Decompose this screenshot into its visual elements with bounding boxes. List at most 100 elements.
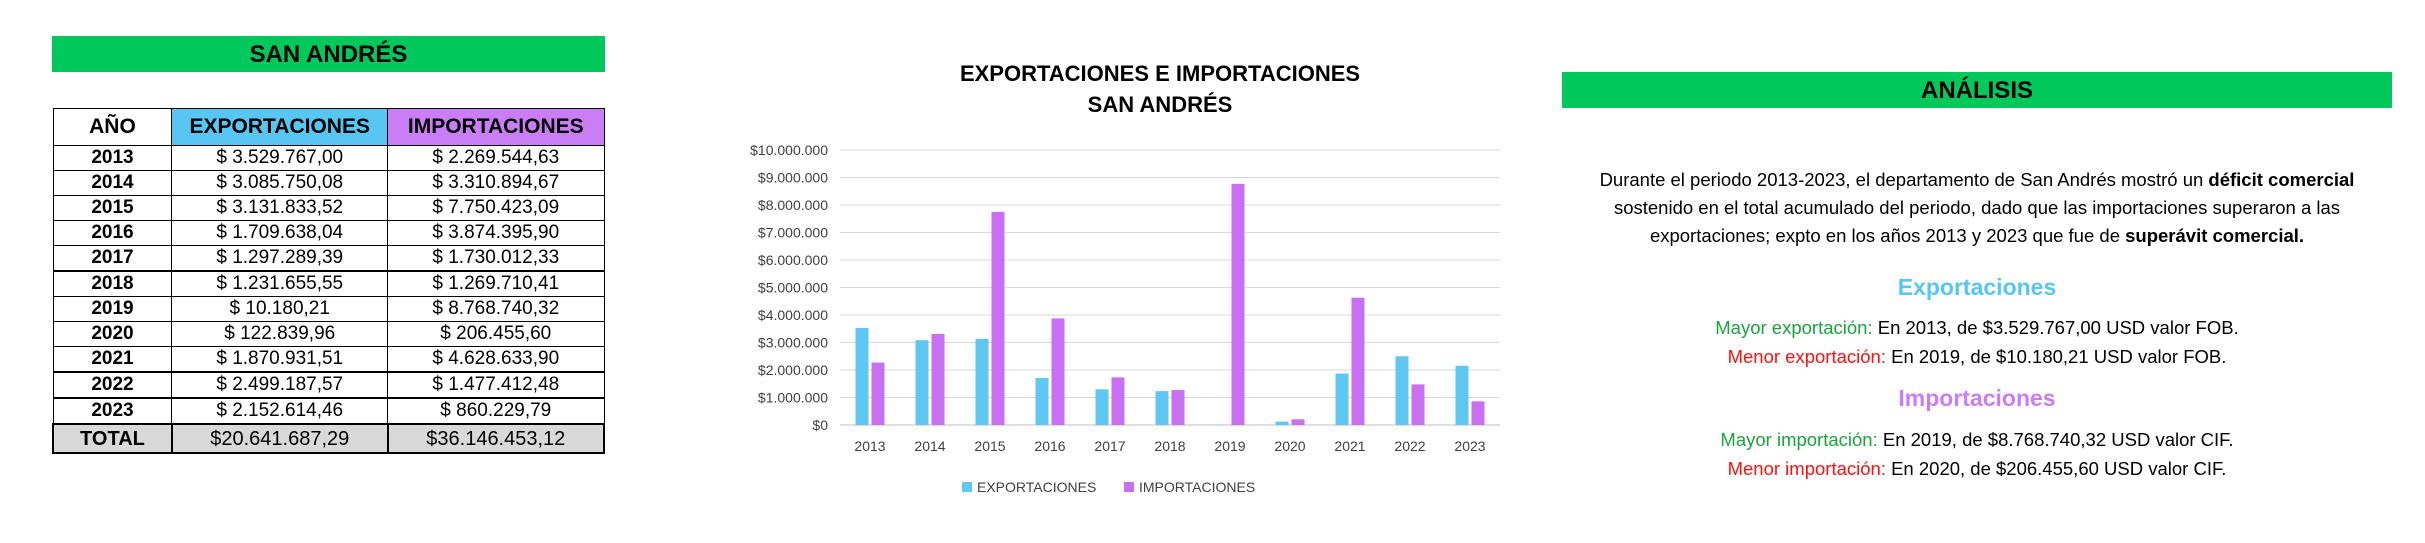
imports-min-text: En 2020, de $206.455,60 USD valor CIF. (1885, 458, 2227, 479)
table-row: 2020 $ 122.839,96 $ 206.455,60 (52, 321, 605, 347)
bar-exportaciones (1335, 373, 1349, 425)
x-tick-label: 2021 (1334, 438, 1365, 454)
year-cell: 2019 (52, 296, 173, 322)
table-row: 2015 $ 3.131.833,52 $ 7.750.423,09 (52, 195, 605, 221)
imports-min-line: Menor importación: En 2020, de $206.455,… (1562, 455, 2392, 483)
exports-cell: $ 2.152.614,46 (171, 397, 389, 425)
year-cell: 2014 (52, 170, 173, 196)
year-cell: 2017 (52, 245, 173, 272)
bar-exportaciones (1155, 391, 1169, 425)
year-cell: 2015 (52, 195, 173, 221)
bar-exportaciones (1035, 377, 1049, 425)
exports-cell: $ 3.085.750,08 (171, 170, 389, 196)
exports-max-line: Mayor exportación: En 2013, de $3.529.76… (1562, 314, 2392, 342)
analysis-text-3: exportaciones; expto en los años 2013 y … (1649, 225, 2126, 246)
bar-importaciones (991, 211, 1005, 425)
exports-cell: $ 2.499.187,57 (171, 371, 389, 399)
x-tick-label: 2020 (1274, 438, 1305, 454)
table-row: 2017 $ 1.297.289,39 $ 1.730.012,33 (52, 245, 605, 272)
year-cell: 2022 (52, 371, 173, 399)
imports-cell: $ 1.730.012,33 (387, 245, 605, 272)
exports-cell: $ 1.870.931,51 (171, 346, 389, 373)
analysis-bold-surplus: superávit comercial. (2125, 225, 2305, 246)
year-cell: 2021 (52, 346, 173, 373)
header-year: AÑO (52, 108, 173, 146)
bar-importaciones (1471, 401, 1485, 425)
imports-cell: $ 206.455,60 (387, 321, 605, 347)
bar-importaciones (1231, 183, 1245, 425)
year-cell: 2016 (52, 220, 173, 246)
trade-bar-chart: EXPORTACIONES E IMPORTACIONES SAN ANDRÉS $… (750, 61, 1500, 495)
imports-max-line: Mayor importación: En 2019, de $8.768.74… (1562, 426, 2392, 454)
imports-cell: $ 860.229,79 (387, 397, 605, 425)
exports-cell: $ 1.231.655,55 (171, 270, 389, 297)
bar-importaciones (1291, 419, 1305, 425)
imports-min-label: Menor importación: (1727, 458, 1886, 479)
table-row: 2019 $ 10.180,21 $ 8.768.740,32 (52, 296, 605, 322)
exports-max-label: Mayor exportación: (1715, 317, 1873, 338)
total-exports: $20.641.687,29 (170, 423, 389, 454)
x-tick-label: 2013 (854, 438, 885, 454)
bar-exportaciones (1095, 389, 1109, 425)
imports-max-label: Mayor importación: (1720, 429, 1878, 450)
x-tick-label: 2023 (1454, 438, 1485, 454)
total-imports: $36.146.453,12 (386, 423, 606, 454)
exports-min-text: En 2019, de $10.180,21 USD valor FOB. (1885, 346, 2227, 367)
x-tick-label: 2019 (1214, 438, 1245, 454)
x-tick-label: 2015 (974, 438, 1005, 454)
exports-min-line: Menor exportación: En 2019, de $10.180,2… (1562, 343, 2392, 371)
exports-cell: $ 3.131.833,52 (171, 195, 389, 221)
bar-exportaciones (1275, 421, 1289, 425)
legend-label: EXPORTACIONES (977, 479, 1096, 495)
y-tick-label: $9.000.000 (758, 170, 828, 186)
bar-importaciones (1051, 318, 1065, 425)
trade-table: AÑO EXPORTACIONES IMPORTACIONES 2013 $ 3.… (52, 108, 606, 454)
exports-max-text: En 2013, de $3.529.767,00 USD valor FOB. (1872, 317, 2239, 338)
bar-exportaciones (855, 327, 869, 425)
imports-cell: $ 1.477.412,48 (387, 371, 605, 399)
imports-heading: Importaciones (1898, 385, 2056, 411)
bar-importaciones (1411, 384, 1425, 425)
y-tick-label: $0 (812, 417, 828, 433)
y-tick-label: $7.000.000 (758, 225, 828, 241)
bar-importaciones (931, 333, 945, 425)
analysis-bold-deficit: déficit comercial (2208, 169, 2355, 190)
exports-cell: $ 122.839,96 (171, 321, 389, 347)
y-tick-label: $3.000.000 (758, 335, 828, 351)
legend-label: IMPORTACIONES (1139, 479, 1255, 495)
imports-cell: $ 7.750.423,09 (387, 195, 605, 221)
analysis-text-1: Durante el periodo 2013-2023, el departa… (1599, 169, 2209, 190)
total-label: TOTAL (52, 423, 173, 454)
table-row: 2023 $ 2.152.614,46 $ 860.229,79 (52, 397, 605, 425)
imports-max-text: En 2019, de $8.768.740,32 USD valor CIF. (1877, 429, 2234, 450)
analysis-text-2: sostenido en el total acumulado del peri… (1613, 197, 2341, 218)
imports-cell: $ 4.628.633,90 (387, 346, 605, 373)
analysis-title-banner: ANÁLISIS (1562, 72, 2392, 108)
table-row: 2022 $ 2.499.187,57 $ 1.477.412,48 (52, 371, 605, 399)
imports-cell: $ 2.269.544,63 (387, 145, 605, 171)
x-tick-label: 2018 (1154, 438, 1185, 454)
x-tick-label: 2014 (914, 438, 945, 454)
y-tick-label: $1.000.000 (758, 390, 828, 406)
header-exports: EXPORTACIONES (171, 108, 389, 146)
imports-cell: $ 3.310.894,67 (387, 170, 605, 196)
header-imports: IMPORTACIONES (387, 108, 605, 146)
exports-cell: $ 3.529.767,00 (171, 145, 389, 171)
x-tick-label: 2016 (1034, 438, 1065, 454)
bar-importaciones (1111, 377, 1125, 425)
y-tick-label: $2.000.000 (758, 362, 828, 378)
legend-swatch (1124, 482, 1134, 492)
bar-importaciones (1171, 390, 1185, 425)
x-tick-label: 2022 (1394, 438, 1425, 454)
year-cell: 2018 (52, 270, 173, 297)
chart-title: EXPORTACIONES E IMPORTACIONES (960, 61, 1360, 86)
table-row: 2016 $ 1.709.638,04 $ 3.874.395,90 (52, 220, 605, 246)
exports-cell: $ 10.180,21 (171, 296, 389, 322)
year-cell: 2013 (52, 145, 173, 171)
y-tick-label: $4.000.000 (758, 307, 828, 323)
legend-swatch (962, 482, 972, 492)
imports-cell: $ 8.768.740,32 (387, 296, 605, 322)
y-tick-label: $5.000.000 (758, 280, 828, 296)
exports-cell: $ 1.709.638,04 (171, 220, 389, 246)
table-row: 2021 $ 1.870.931,51 $ 4.628.633,90 (52, 346, 605, 373)
